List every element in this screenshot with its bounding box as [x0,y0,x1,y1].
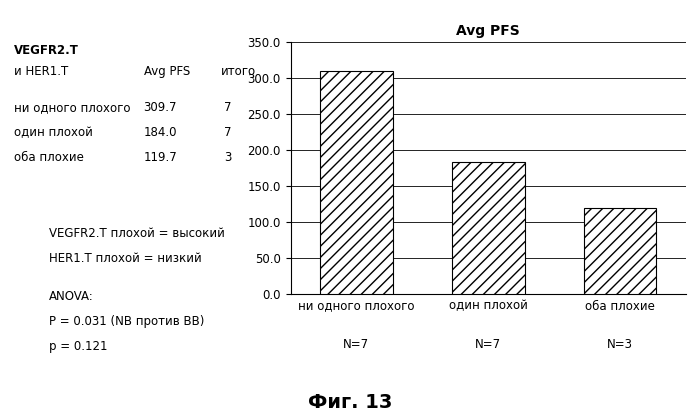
Text: 7: 7 [224,126,232,139]
Text: и HER1.T: и HER1.T [14,65,69,78]
Bar [584,208,657,294]
Text: 3: 3 [224,151,232,164]
Text: 184.0: 184.0 [144,126,177,139]
Text: Фиг. 13: Фиг. 13 [308,393,392,412]
Text: оба плохие: оба плохие [14,151,84,164]
Text: один плохой: один плохой [14,126,93,139]
Text: ANOVA:: ANOVA: [49,290,94,303]
Text: ни одного плохого: ни одного плохого [14,101,130,114]
Text: N=7: N=7 [344,339,370,352]
Text: VEGFR2.T плохой = высокий: VEGFR2.T плохой = высокий [49,227,225,240]
Text: HER1.T плохой = низкий: HER1.T плохой = низкий [49,252,202,265]
Bar [320,71,393,294]
Text: Avg PFS: Avg PFS [144,65,190,78]
Text: p = 0.121: p = 0.121 [49,340,108,353]
Text: P = 0.031 (NB против BB): P = 0.031 (NB против BB) [49,315,204,328]
Text: 119.7: 119.7 [144,151,177,164]
Text: итого: итого [220,65,256,78]
Text: 309.7: 309.7 [144,101,177,114]
Title: Avg PFS: Avg PFS [456,24,520,38]
Text: 7: 7 [224,101,232,114]
Text: N=3: N=3 [607,339,633,352]
Text: N=7: N=7 [475,339,501,352]
Text: VEGFR2.T: VEGFR2.T [14,44,79,57]
Bar [452,162,524,294]
